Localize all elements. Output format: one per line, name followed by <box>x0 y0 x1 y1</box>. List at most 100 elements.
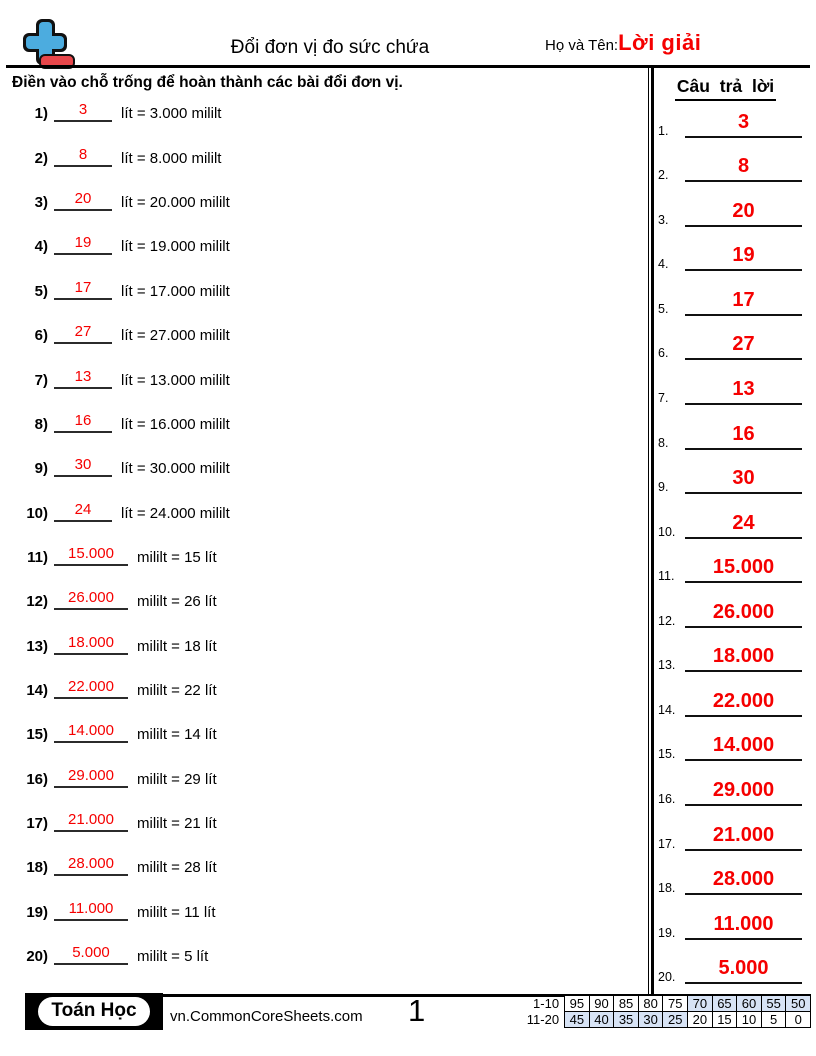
answer-key-row: 5. 17 <box>658 271 802 316</box>
answer-blank: 3 <box>54 101 112 123</box>
answer-key-title-text: Câu trả lời <box>674 76 777 101</box>
answer-key-number: 9. <box>658 480 669 495</box>
problem-number: 13) <box>26 637 48 655</box>
equation-text: lít = 20.000 mililt <box>121 194 230 212</box>
equation-text: lít = 13.000 mililt <box>121 371 230 389</box>
problem-row: 19) 11.000 mililt = 11 lít <box>12 876 640 921</box>
answer-key-sidebar: Câu trả lời 1. 3 2. 8 3. 20 4. 19 5. 17 6. 27 7. 13 8.… <box>648 68 816 994</box>
answer-key-blank: 17 <box>685 289 802 316</box>
problem-number: 7) <box>34 371 48 389</box>
answer-blank: 30 <box>54 456 112 478</box>
answer-value: 22.000 <box>68 678 114 696</box>
answer-key-value: 20 <box>732 199 755 222</box>
answer-key-value: 27 <box>732 333 755 356</box>
score-cell: 60 <box>736 995 762 1012</box>
score-cell: 65 <box>711 995 738 1012</box>
answer-key-number: 13. <box>658 658 676 673</box>
score-cell: 85 <box>613 995 639 1012</box>
problem-row: 16) 29.000 mililt = 29 lít <box>12 743 640 788</box>
answer-blank: 28.000 <box>54 855 128 877</box>
problem-row: 2) 8 lít = 8.000 mililt <box>12 122 640 167</box>
answer-blank: 8 <box>54 146 112 167</box>
answer-value: 17 <box>74 278 92 296</box>
equation-text: mililt = 21 lít <box>137 815 217 833</box>
answer-key-row: 2. 8 <box>658 138 802 183</box>
answer-key-value: 26.000 <box>712 600 775 623</box>
answer-blank: 16 <box>54 412 112 433</box>
answer-key-number: 18. <box>658 881 676 896</box>
answer-value: 14.000 <box>68 722 114 740</box>
answer-key-blank: 13 <box>685 378 802 405</box>
problem-number: 5) <box>34 282 48 300</box>
score-cell: 90 <box>588 995 615 1012</box>
answer-key-row: 15. 14.000 <box>658 717 802 762</box>
equation-text: mililt = 22 lít <box>137 682 217 700</box>
answer-key-row: 6. 27 <box>658 316 802 361</box>
equation-text: lít = 16.000 mililt <box>121 415 230 433</box>
answer-blank: 24 <box>54 501 112 522</box>
answer-key-value: 3 <box>737 110 750 133</box>
equation-text: lít = 19.000 mililt <box>121 238 230 256</box>
equation-text: lít = 30.000 mililt <box>121 460 230 478</box>
answer-key-row: 10. 24 <box>658 494 802 539</box>
problem-row: 6) 27 lít = 27.000 mililt <box>12 300 640 345</box>
equation-text: mililt = 5 lít <box>137 948 209 966</box>
answer-key-number: 6. <box>658 346 669 361</box>
problem-number: 12) <box>26 593 48 611</box>
problem-row: 7) 13 lít = 13.000 mililt <box>12 344 640 389</box>
answer-key-blank: 18.000 <box>685 645 802 673</box>
answer-value: 20 <box>74 190 92 208</box>
problem-number: 19) <box>26 903 48 921</box>
answer-value: 21.000 <box>68 811 114 829</box>
answer-key-value: 16 <box>732 422 755 445</box>
answer-key-blank: 28.000 <box>685 868 802 896</box>
answer-key-blank: 8 <box>685 155 802 183</box>
answer-key-number: 1. <box>658 123 669 138</box>
answer-value: 24 <box>74 500 92 518</box>
problem-row: 13) 18.000 mililt = 18 lít <box>12 610 640 655</box>
subject-badge-label: Toán Học <box>38 997 150 1026</box>
score-cell: 0 <box>785 1011 811 1028</box>
problem-number: 16) <box>26 770 48 788</box>
problem-number: 14) <box>26 682 48 700</box>
problem-number: 18) <box>26 859 48 877</box>
equation-text: lít = 8.000 mililt <box>121 149 222 167</box>
answer-key-number: 3. <box>658 212 669 227</box>
answer-key-blank: 22.000 <box>685 690 802 717</box>
problem-number: 9) <box>34 460 48 478</box>
answer-value: 5.000 <box>72 944 110 962</box>
problem-row: 14) 22.000 mililt = 22 lít <box>12 655 640 700</box>
answer-key-value: 24 <box>732 511 755 534</box>
answer-value: 18.000 <box>68 633 114 651</box>
name-field: Họ và Tên: Lời giải <box>545 30 701 56</box>
answer-key-blank: 11.000 <box>685 913 802 940</box>
equation-text: mililt = 29 lít <box>137 770 217 788</box>
score-cell: 80 <box>637 995 664 1012</box>
footer-divider <box>25 994 811 997</box>
answer-key-row: 1. 3 <box>658 93 802 138</box>
answer-blank: 5.000 <box>54 944 128 966</box>
answer-key-number: 16. <box>658 792 676 806</box>
answer-key-row: 18. 28.000 <box>658 851 802 896</box>
website-url: vn.CommonCoreSheets.com <box>170 1008 363 1025</box>
answer-blank: 14.000 <box>54 722 128 744</box>
answer-key-blank: 30 <box>685 467 802 495</box>
score-cell: 5 <box>760 1011 787 1028</box>
answer-key-value: 22.000 <box>712 689 775 712</box>
answer-value: 15.000 <box>68 544 114 562</box>
answer-key-value: 5.000 <box>718 957 769 980</box>
equation-text: mililt = 15 lít <box>137 548 217 566</box>
answer-blank: 26.000 <box>54 589 128 611</box>
answer-key-number: 17. <box>658 836 676 851</box>
score-cell: 15 <box>711 1011 738 1028</box>
answer-key-row: 3. 20 <box>658 182 802 227</box>
answer-key-value: 19 <box>732 244 755 267</box>
problem-row: 3) 20 lít = 20.000 mililt <box>12 167 640 212</box>
answer-blank: 27 <box>54 323 112 345</box>
answer-key-number: 8. <box>658 435 669 450</box>
header-divider <box>6 65 810 68</box>
answer-key-blank: 14.000 <box>685 734 802 762</box>
problem-row: 11) 15.000 mililt = 15 lít <box>12 522 640 566</box>
answer-key-value: 30 <box>732 467 755 490</box>
